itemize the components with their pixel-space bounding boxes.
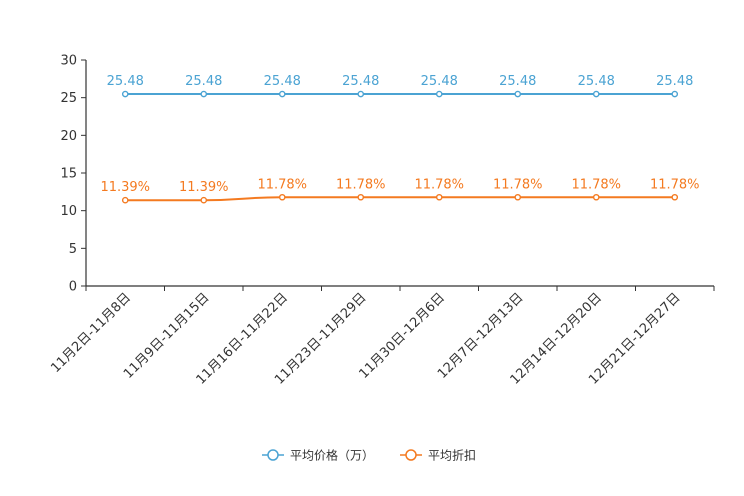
data-label: 25.48 — [499, 74, 536, 89]
legend-item-1[interactable]: 平均价格（万） — [262, 448, 374, 463]
x-tick-label: 11月30日-12月6日 — [356, 290, 448, 382]
y-tick-label: 30 — [60, 54, 77, 69]
data-point[interactable] — [592, 193, 600, 201]
data-point[interactable] — [278, 90, 286, 98]
data-point[interactable] — [514, 193, 522, 201]
legend-label: 平均价格（万） — [290, 448, 374, 463]
data-point[interactable] — [435, 90, 443, 98]
x-tick-label: 12月7日-12月13日 — [435, 290, 527, 382]
y-tick-label: 25 — [60, 91, 77, 106]
data-label: 11.78% — [493, 177, 543, 192]
data-point[interactable] — [200, 196, 208, 204]
data-label: 11.78% — [571, 177, 621, 192]
data-point[interactable] — [200, 90, 208, 98]
data-label: 11.78% — [257, 177, 307, 192]
series-2: 11.39% 11.39% 11.78% 11.78% 11.78% 11.78% 11.7… — [100, 177, 700, 204]
data-label: 25.48 — [656, 74, 693, 89]
data-point[interactable] — [121, 196, 129, 204]
y-tick-label: 15 — [60, 167, 77, 182]
data-label: 11.78% — [650, 177, 700, 192]
x-tick-label: 11月2日-11月8日 — [48, 290, 134, 376]
legend-circle-marker — [267, 449, 279, 461]
data-point[interactable] — [121, 90, 129, 98]
series-layer: 25.48 25.48 25.48 25.48 25.48 25.48 25.48 25.48… — [100, 74, 700, 204]
x-tick-label: 11月9日-11月15日 — [121, 290, 213, 382]
y-tick-label: 0 — [69, 280, 77, 295]
data-point[interactable] — [357, 90, 365, 98]
legend[interactable]: 平均价格（万） 平均折扣 — [262, 448, 476, 463]
legend-label: 平均折扣 — [428, 448, 476, 463]
data-point[interactable] — [514, 90, 522, 98]
series-1: 25.48 25.48 25.48 25.48 25.48 25.48 25.48 25.48 — [107, 74, 693, 98]
data-label: 25.48 — [185, 74, 222, 89]
data-point[interactable] — [435, 193, 443, 201]
data-label: 25.48 — [421, 74, 458, 89]
data-label: 25.48 — [342, 74, 379, 89]
data-point[interactable] — [592, 90, 600, 98]
data-point[interactable] — [357, 193, 365, 201]
data-point[interactable] — [671, 193, 679, 201]
y-tick-label: 20 — [60, 129, 77, 144]
data-point[interactable] — [671, 90, 679, 98]
y-tick-label: 5 — [69, 242, 77, 257]
y-tick-label: 10 — [60, 204, 77, 219]
series-line — [125, 196, 675, 202]
data-label: 11.78% — [414, 177, 464, 192]
axes: 05101520253011月2日-11月8日11月9日-11月15日11月16… — [48, 54, 715, 388]
data-label: 25.48 — [107, 74, 144, 89]
data-label: 25.48 — [578, 74, 615, 89]
data-label: 11.39% — [100, 180, 150, 195]
data-label: 11.78% — [336, 177, 386, 192]
data-label: 25.48 — [264, 74, 301, 89]
legend-circle-marker — [405, 449, 417, 461]
data-point[interactable] — [278, 193, 286, 201]
data-label: 11.39% — [179, 180, 229, 195]
legend-item-2[interactable]: 平均折扣 — [400, 448, 476, 463]
